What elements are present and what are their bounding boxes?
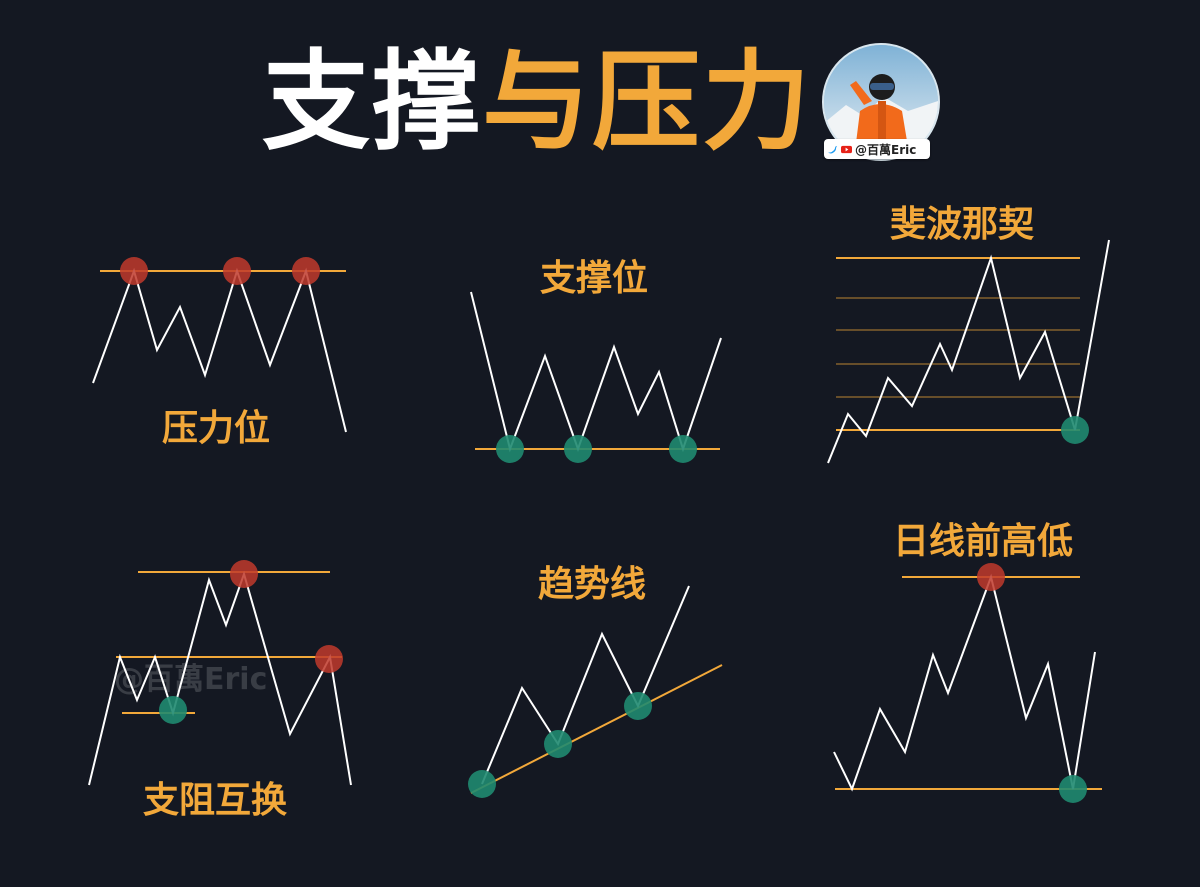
price-zigzag [833,573,1096,792]
panel-fibonacci [827,239,1110,464]
label-daily-high-low: 日线前高低 [893,521,1074,562]
support-dot [468,770,496,798]
price-zigzag [92,267,347,433]
panel-sr-flip [88,560,352,786]
support-dot [624,692,652,720]
panel-daily-high-low [833,563,1102,803]
panel-support [470,291,722,463]
support-dot [159,696,187,724]
twitter-icon [827,145,838,153]
price-zigzag [481,585,690,785]
trend-line [470,664,723,794]
resistance-dot [120,257,148,285]
price-zigzag [470,291,722,453]
social-handle-badge: @百萬Eric [824,139,930,159]
support-dot [669,435,697,463]
resistance-dot [292,257,320,285]
resistance-dot [223,257,251,285]
resistance-dot [230,560,258,588]
label-sr-flip: 支阻互换 [143,780,288,821]
label-support: 支撑位 [540,258,649,299]
support-dot [1061,416,1089,444]
title-part-orange: 与压力 [482,40,813,165]
watermark: @百萬Eric [114,662,268,697]
support-dot [564,435,592,463]
support-dot [496,435,524,463]
resistance-dot [315,645,343,673]
price-zigzag [827,239,1110,464]
youtube-icon [841,145,852,153]
label-trendline: 趋势线 [538,564,647,605]
price-zigzag [88,570,352,786]
handle-text: @百萬Eric [855,142,917,157]
label-resistance: 压力位 [162,408,271,449]
page-title: 支撑与压力 [262,28,812,178]
label-fibonacci: 斐波那契 [890,204,1035,245]
support-dot [544,730,572,758]
resistance-dot [977,563,1005,591]
support-dot [1059,775,1087,803]
panel-trendline [468,585,723,798]
title-part-white: 支撑 [262,40,483,165]
panel-resistance [92,257,347,433]
